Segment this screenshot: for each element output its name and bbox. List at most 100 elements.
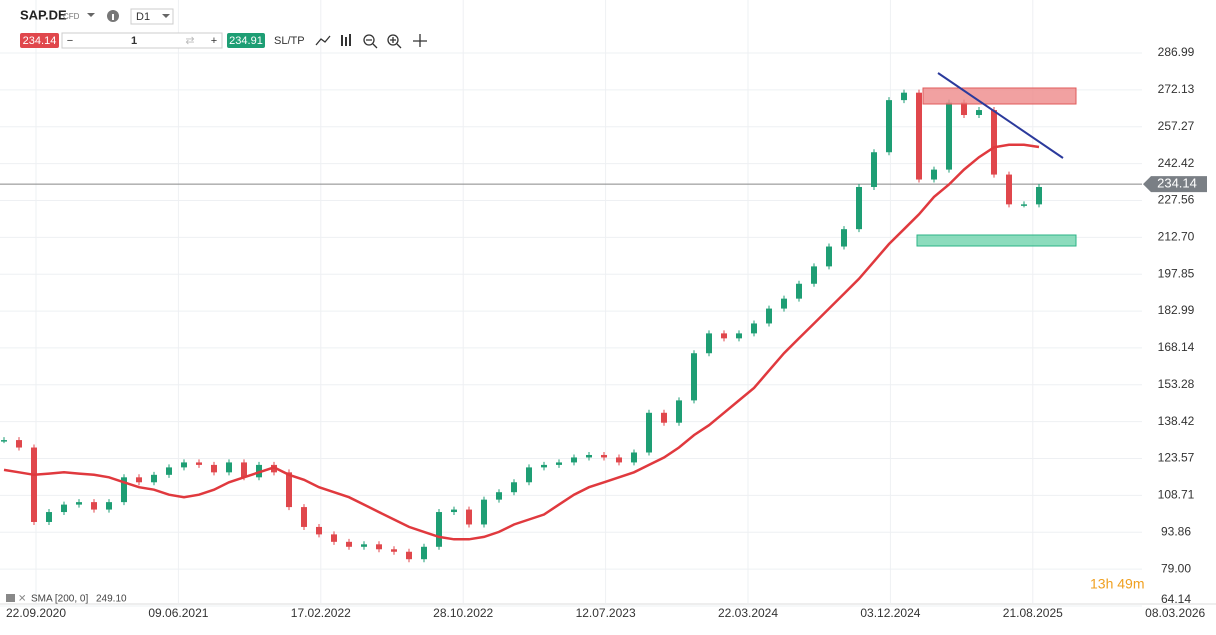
volume-input[interactable] [61,32,223,49]
candle [586,454,592,458]
candle [301,507,307,527]
candle [766,308,772,324]
candle [91,502,97,510]
timeframe-select[interactable] [130,8,174,25]
candle [871,152,877,187]
candle [31,447,37,522]
x-tick-label: 03.12.2024 [860,606,920,620]
candle [616,457,622,463]
candle [901,92,907,101]
candle [196,462,202,465]
candle [466,509,472,525]
symbol[interactable]: SAP.DE [20,7,67,22]
candle [241,462,247,478]
timeframe-arrow [162,14,170,18]
line-chart-icon[interactable] [315,35,331,46]
axis-layer: 286.99 272.13 257.27 242.42 227.56 212.70 197.… [0,45,1216,620]
candle [106,502,112,510]
instrument-kind: CFD [63,12,80,21]
x-tick-label: 22.09.2020 [6,606,66,620]
x-tick-label: 28.10.2022 [433,606,493,620]
sltp-button[interactable]: SL/TP [274,35,305,47]
reset-icon[interactable]: ⇄ [185,35,194,47]
candle [841,229,847,247]
candle [661,412,667,423]
candle [481,499,487,525]
candle [46,512,52,522]
symbol-dropdown[interactable] [87,13,95,17]
x-tick-label: 12.07.2023 [576,606,636,620]
zoom-out-icon[interactable] [363,34,375,46]
y-tick-label: 64.14 [1161,592,1191,606]
candle-icon[interactable] [341,34,351,46]
candle [886,100,892,153]
candle [961,102,967,116]
y-tick-label: 286.99 [1158,45,1195,59]
candle [556,462,562,465]
candle [391,549,397,552]
candle [151,474,157,483]
candle [526,467,532,483]
volume: 1 [131,35,137,47]
candle [826,246,832,267]
y-tick-label: 182.99 [1158,303,1195,317]
candle [946,102,952,170]
candle [451,509,457,513]
zoom-out-glyph [366,39,378,49]
y-tick-label: 197.85 [1158,266,1195,280]
candle [226,462,232,473]
candle [346,541,352,547]
minus[interactable]: − [67,35,73,47]
resistance-zone[interactable] [922,87,1077,105]
candle [121,477,127,503]
candle [991,110,997,175]
y-tick-label: 108.71 [1158,488,1195,502]
candle [1006,174,1012,205]
last-price-tag [1143,176,1207,193]
x-tick-label: 22.03.2024 [718,606,778,620]
buy-button[interactable] [227,33,265,48]
zoom-in-icon[interactable] [387,34,399,46]
y-tick-label: 272.13 [1158,82,1195,96]
pan-icon[interactable] [413,34,427,47]
candle [496,492,502,500]
indicator-x[interactable]: ✕ [18,594,26,605]
candle [796,283,802,299]
sma-legend: SMA [200, 0] [31,594,88,605]
candle [331,534,337,542]
candle [181,462,187,468]
plus[interactable]: + [211,35,217,47]
marks-layer [0,89,1142,563]
candle [286,472,292,508]
x-tick-label: 09.06.2021 [148,606,208,620]
bid-price: 234.14 [23,35,57,47]
y-tick-label: 123.57 [1158,451,1195,465]
candle [136,477,142,483]
candle [406,551,412,560]
y-tick-label: 168.14 [1158,340,1195,354]
candle [1021,204,1027,206]
candle [721,333,727,339]
candle [646,412,652,453]
sma-line [3,143,1040,541]
candle [916,92,922,180]
support-zone[interactable] [916,234,1077,247]
y-tick-label: 212.70 [1158,230,1195,244]
sell-button[interactable] [20,33,59,48]
candle [856,186,862,230]
x-tick-label: 17.02.2022 [291,606,351,620]
last-price-label: 234.14 [1157,176,1197,191]
candle [931,169,937,180]
candle [691,353,697,401]
indicator-icon[interactable] [6,594,15,602]
sma-legend-value: 249.10 [96,594,127,605]
trend-line[interactable] [937,72,1064,159]
y-tick-label: 242.42 [1158,156,1195,170]
candle [76,502,82,505]
candle [541,464,547,468]
y-tick-label: 227.56 [1158,193,1195,207]
candle [631,452,637,463]
